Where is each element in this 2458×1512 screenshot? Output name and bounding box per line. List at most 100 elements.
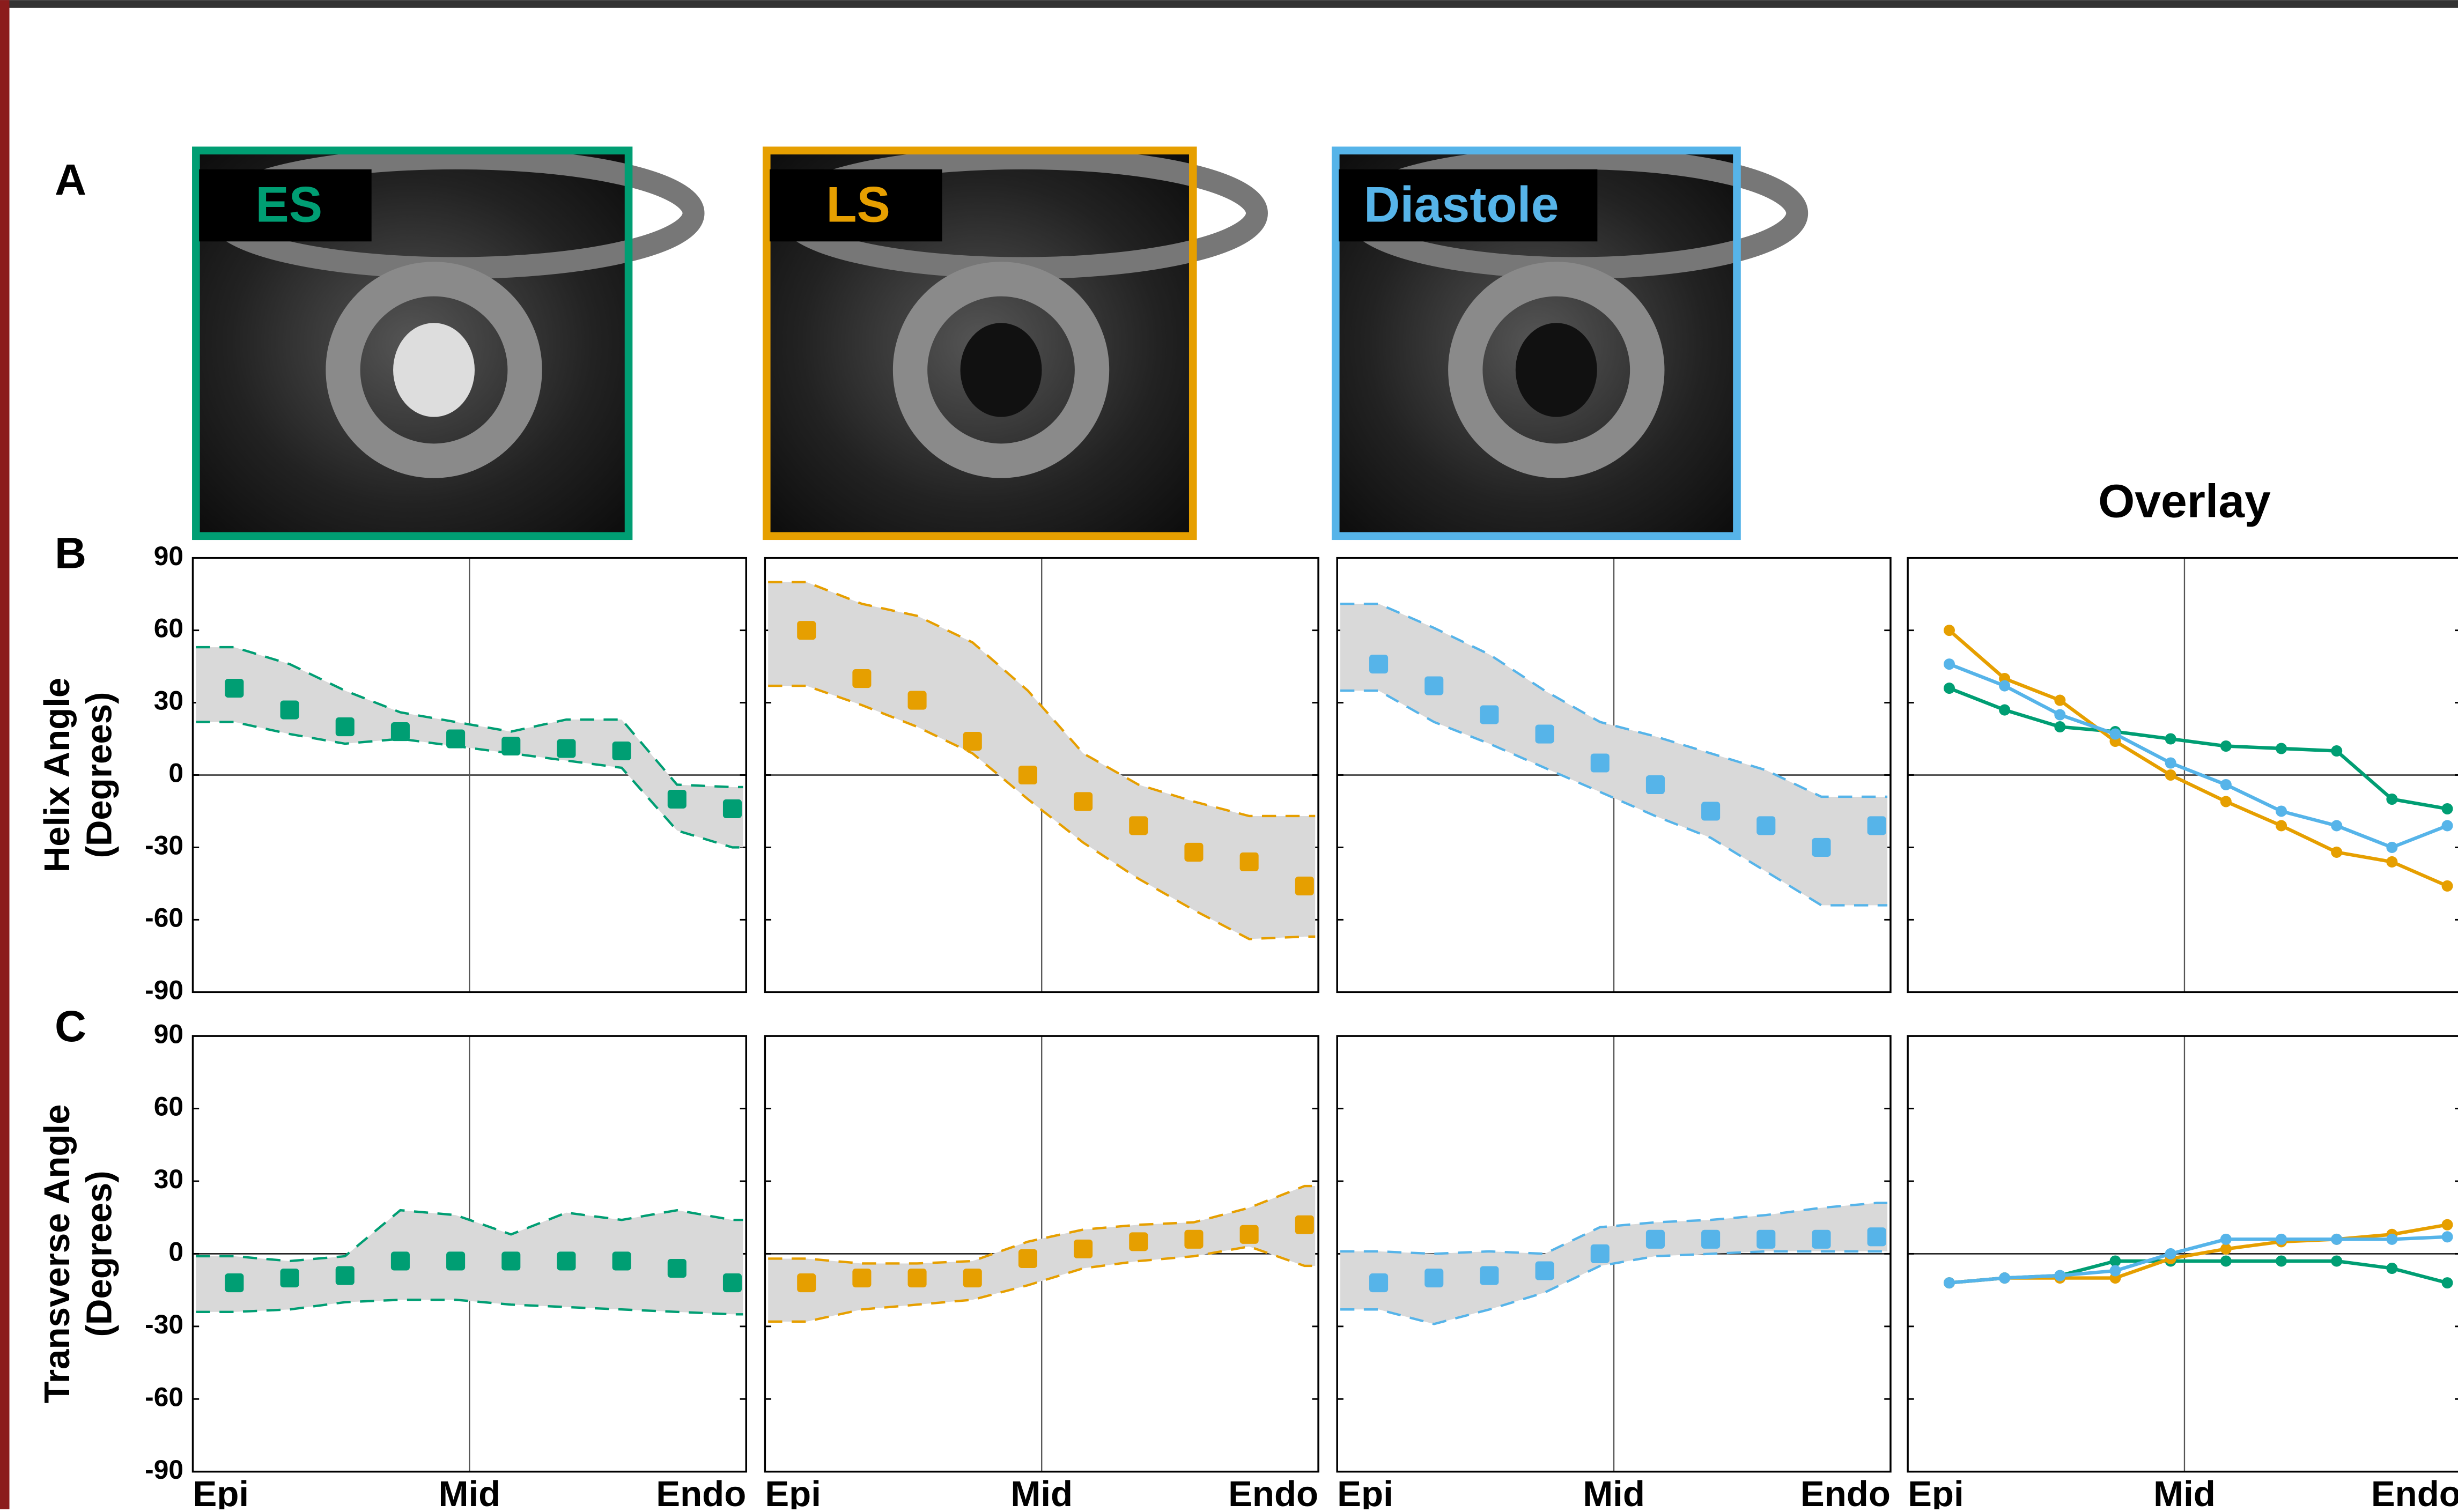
point	[1424, 677, 1443, 695]
point	[2054, 1270, 2065, 1281]
y-tick-label: 30	[154, 686, 183, 716]
point	[2331, 820, 2342, 831]
y-axis-label: (Degrees)	[79, 1170, 120, 1337]
page: { "panel_labels": ["A", "B", "C"], "imag…	[0, 0, 2458, 1509]
x-tick-label: Endo	[2371, 1474, 2458, 1509]
point	[2331, 1234, 2342, 1245]
point	[2386, 856, 2397, 868]
point	[1701, 802, 1720, 820]
x-tick-label: Endo	[1800, 1474, 1891, 1509]
point	[2442, 1219, 2453, 1231]
y-tick-label: -60	[145, 902, 183, 932]
point	[1812, 838, 1830, 857]
point	[446, 729, 465, 748]
point	[1646, 1230, 1665, 1249]
point	[908, 1269, 927, 1287]
image-label: ES	[255, 176, 322, 233]
point	[1591, 753, 1610, 772]
point	[1129, 816, 1148, 835]
point	[723, 1273, 742, 1292]
point	[2442, 1231, 2453, 1242]
point	[2054, 695, 2065, 706]
point	[501, 737, 520, 755]
point	[1129, 1232, 1148, 1251]
point	[2276, 1255, 2287, 1266]
x-tick-label: Epi	[193, 1474, 249, 1509]
point	[225, 1273, 243, 1292]
point	[1018, 766, 1037, 784]
panel: EpiMidEndo	[1337, 1036, 1891, 1509]
point	[1240, 1225, 1259, 1244]
point	[2054, 709, 2065, 721]
panel: Epi Mid Endo	[1908, 1036, 2458, 1509]
point	[501, 1251, 520, 1270]
point	[2109, 729, 2121, 740]
point	[2331, 745, 2342, 757]
point	[1074, 792, 1093, 811]
point	[2442, 803, 2453, 814]
point	[2165, 1248, 2176, 1259]
point	[2220, 796, 2232, 807]
point	[1074, 1240, 1093, 1258]
point	[281, 701, 299, 720]
image-label: Diastole	[1364, 176, 1559, 233]
x-tick-label: Mid	[439, 1474, 501, 1509]
y-axis-label: (Degrees)	[79, 692, 120, 858]
panel-label: A	[55, 156, 86, 205]
y-tick-label: 0	[168, 758, 183, 788]
point	[2165, 733, 2176, 745]
point	[1424, 1269, 1443, 1287]
point	[1756, 1230, 1775, 1249]
point	[1646, 775, 1665, 794]
point	[2220, 1234, 2232, 1245]
point	[2220, 740, 2232, 752]
point	[797, 621, 816, 640]
point	[1536, 724, 1554, 743]
point	[2276, 805, 2287, 817]
point	[2276, 1234, 2287, 1245]
point	[2165, 757, 2176, 768]
point	[908, 691, 927, 710]
point	[2442, 820, 2453, 831]
y-axis-label: Transverse Angle	[37, 1104, 77, 1403]
point	[1944, 658, 1955, 670]
point	[1536, 1261, 1554, 1280]
point	[2220, 1255, 2232, 1266]
y-tick-label: 0	[168, 1237, 183, 1267]
point	[557, 1251, 575, 1270]
point	[2331, 847, 2342, 858]
x-tick-label: Mid	[1583, 1474, 1645, 1509]
point	[391, 722, 410, 741]
point	[1480, 1266, 1499, 1285]
point	[1369, 655, 1388, 673]
point	[336, 1266, 355, 1285]
point	[1999, 1272, 2010, 1284]
point	[1701, 1230, 1720, 1249]
point	[2109, 1255, 2121, 1266]
point	[1240, 853, 1259, 871]
point	[2386, 1263, 2397, 1274]
point	[336, 717, 355, 736]
point	[668, 790, 687, 809]
point	[2165, 769, 2176, 781]
point	[2386, 794, 2397, 805]
point	[1295, 1215, 1314, 1234]
point	[1480, 706, 1499, 724]
mri-core	[961, 323, 1042, 417]
point	[2276, 820, 2287, 831]
panel	[1337, 558, 1891, 992]
point	[557, 739, 575, 758]
point	[2054, 721, 2065, 732]
point	[2220, 1243, 2232, 1255]
point	[2331, 1255, 2342, 1266]
point	[963, 732, 982, 751]
top-bar	[0, 0, 2458, 8]
y-axis-label: Helix Angle	[37, 678, 77, 873]
point	[1868, 1227, 1886, 1246]
point	[852, 669, 871, 688]
x-tick-label: Mid	[2153, 1474, 2216, 1509]
x-tick-label: Endo	[656, 1474, 746, 1509]
point	[1999, 705, 2010, 716]
x-tick-label: Epi	[1908, 1474, 1964, 1509]
point	[1184, 843, 1203, 862]
